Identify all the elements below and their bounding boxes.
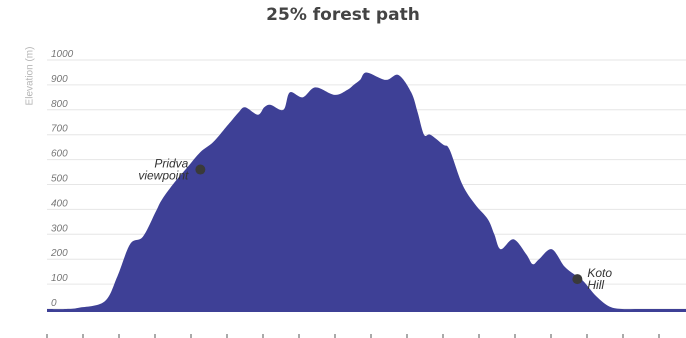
y-tick-label: 100 (51, 273, 68, 284)
y-tick-label: 900 (51, 74, 68, 85)
y-tick-label: 800 (51, 99, 68, 110)
y-tick-label: 1000 (51, 49, 74, 60)
y-tick-label: 0 (51, 298, 57, 309)
elevation-area (47, 72, 686, 312)
chart-title: 25% forest path (266, 5, 420, 25)
annotation-label: Hill (587, 278, 604, 292)
annotation-label: Koto (587, 266, 612, 280)
y-tick-label: 600 (51, 149, 68, 160)
y-tick-label: 400 (51, 198, 68, 209)
annotation-marker (572, 274, 583, 285)
y-tick-label: 200 (50, 248, 68, 259)
y-tick-label: 300 (51, 223, 68, 234)
annotation-label: Pridva (154, 157, 188, 171)
y-tick-label: 500 (51, 174, 68, 185)
annotation-marker (195, 164, 206, 175)
annotation-label: viewpoint (138, 169, 189, 183)
y-tick-label: 700 (51, 124, 68, 135)
